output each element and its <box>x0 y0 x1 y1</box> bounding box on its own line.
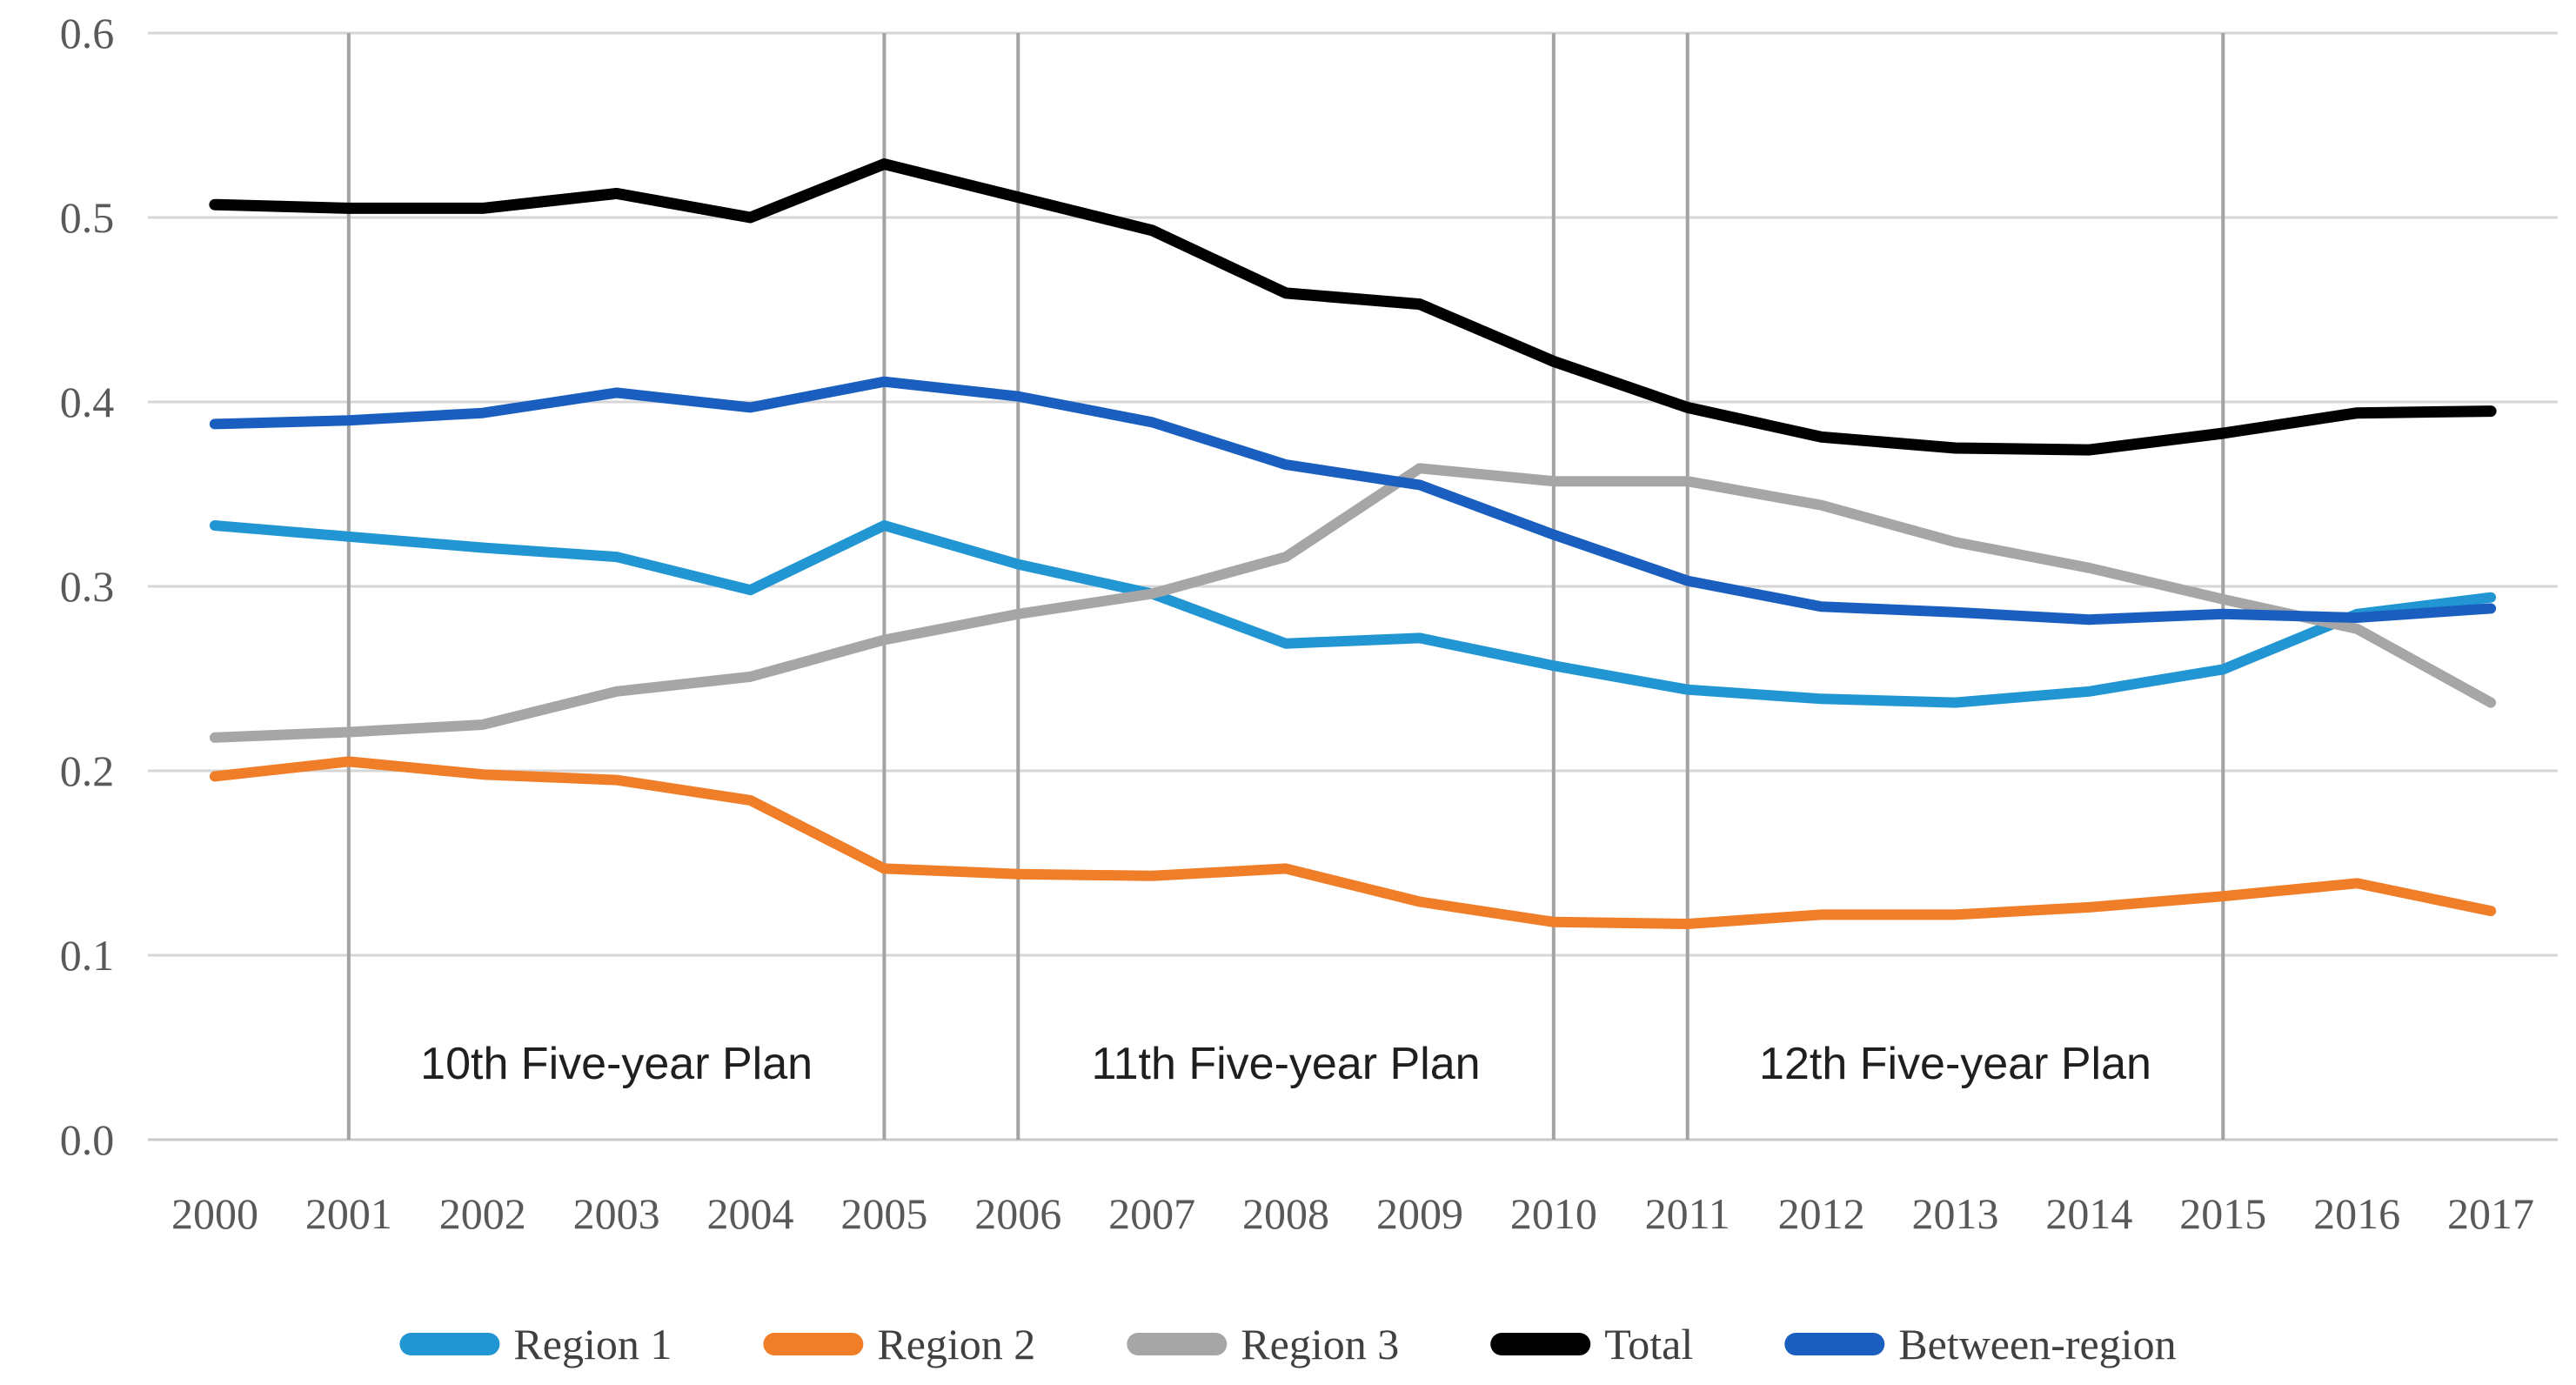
plan-annotation-3: 12th Five-year Plan <box>1759 1039 2151 1089</box>
x-axis-tick-label: 2015 <box>2179 1189 2266 1238</box>
x-axis-tick-label: 2012 <box>1778 1189 1865 1238</box>
legend-item-region-2: Region 2 <box>763 1320 1035 1368</box>
x-axis-tick-label: 2003 <box>573 1189 660 1238</box>
legend-swatch-between-region <box>1784 1333 1885 1355</box>
x-axis-tick-label: 2000 <box>171 1189 258 1238</box>
plan-annotation-1: 10th Five-year Plan <box>420 1039 813 1089</box>
x-axis-tick-label: 2001 <box>305 1189 392 1238</box>
x-axis-tick-label: 2011 <box>1645 1189 1730 1238</box>
legend-swatch-region-1 <box>399 1333 500 1355</box>
legend-swatch-region-3 <box>1127 1333 1228 1355</box>
series-line-total <box>209 158 2497 456</box>
x-axis-tick-label: 2005 <box>840 1189 927 1238</box>
legend-item-total: Total <box>1490 1320 1693 1368</box>
legend-label: Total <box>1604 1320 1693 1368</box>
legend-label: Region 2 <box>877 1320 1035 1368</box>
x-axis-tick-label: 2017 <box>2447 1189 2534 1238</box>
x-axis-tick-label: 2016 <box>2313 1189 2400 1238</box>
legend-label: Region 3 <box>1241 1320 1399 1368</box>
x-axis-tick-label: 2006 <box>974 1189 1061 1238</box>
series-line-between-region <box>209 376 2497 626</box>
series-line-region-3 <box>209 463 2497 743</box>
y-axis-tick-label: 0.4 <box>60 378 115 426</box>
legend-label: Between-region <box>1898 1320 2176 1368</box>
series-line-region-1 <box>209 520 2497 708</box>
x-axis-tick-label: 2009 <box>1376 1189 1463 1238</box>
series-line-region-2 <box>209 756 2497 929</box>
legend-item-between-region: Between-region <box>1784 1320 2177 1368</box>
legend: Region 1 Region 2 Region 3 Total Between-reg… <box>399 1320 2177 1368</box>
y-axis-tick-label: 0.2 <box>60 746 115 795</box>
x-axis-tick-label: 2007 <box>1108 1189 1195 1238</box>
legend-label: Region 1 <box>513 1320 672 1368</box>
x-axis-tick-label: 2008 <box>1242 1189 1329 1238</box>
x-axis-tick-label: 2004 <box>707 1189 794 1238</box>
legend-swatch-total <box>1490 1333 1591 1355</box>
x-axis-tick-label: 2010 <box>1510 1189 1597 1238</box>
legend-item-region-1: Region 1 <box>399 1320 672 1368</box>
legend-swatch-region-2 <box>763 1333 864 1355</box>
y-axis-tick-label: 0.1 <box>60 931 115 980</box>
y-axis-tick-label: 0.0 <box>60 1115 115 1164</box>
legend-item-region-3: Region 3 <box>1127 1320 1399 1368</box>
plan-annotation-2: 11th Five-year Plan <box>1092 1039 1481 1089</box>
y-axis-tick-label: 0.5 <box>60 193 115 242</box>
y-axis-tick-label: 0.6 <box>60 9 115 57</box>
y-axis-tick-label: 0.3 <box>60 562 115 611</box>
x-axis-tick-label: 2013 <box>1912 1189 1999 1238</box>
x-axis-tick-label: 2014 <box>2045 1189 2132 1238</box>
x-axis-tick-label: 2002 <box>439 1189 526 1238</box>
